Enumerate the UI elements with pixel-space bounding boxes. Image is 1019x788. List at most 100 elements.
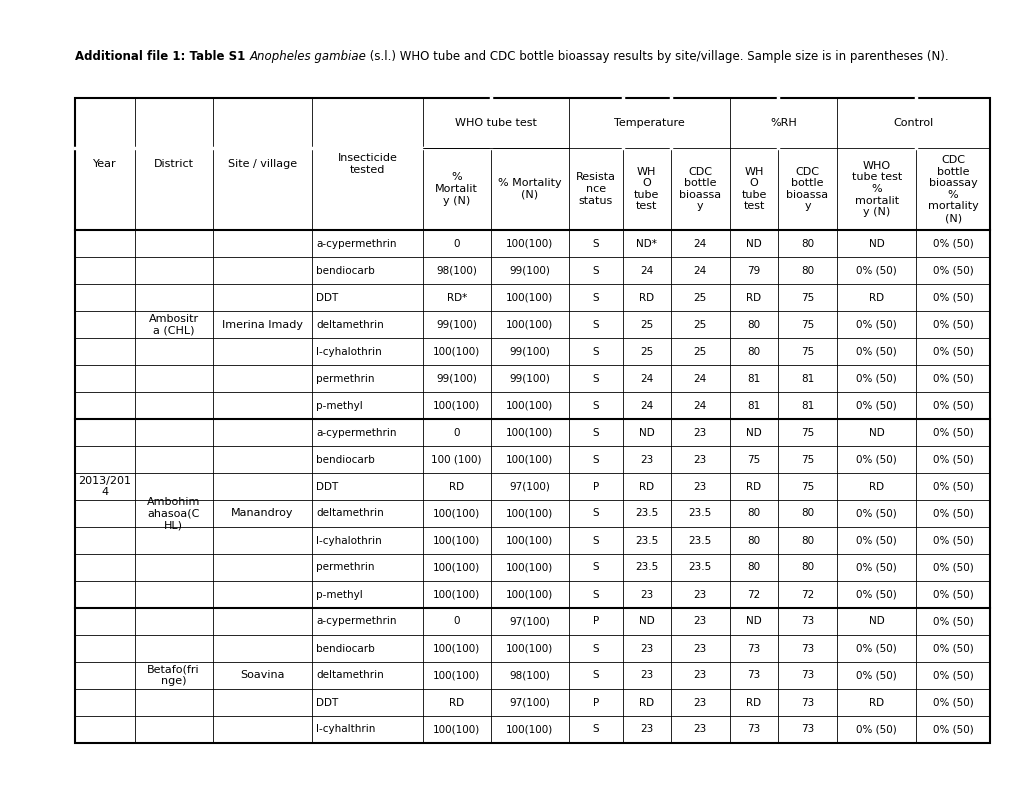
Text: 98(100): 98(100) — [508, 671, 549, 681]
Text: 0% (50): 0% (50) — [932, 724, 972, 734]
Text: 0% (50): 0% (50) — [932, 508, 972, 519]
Text: 100(100): 100(100) — [433, 671, 480, 681]
Text: 0% (50): 0% (50) — [932, 400, 972, 411]
Text: Year: Year — [93, 159, 116, 169]
Text: 24: 24 — [640, 400, 653, 411]
Text: a-cypermethrin: a-cypermethrin — [316, 239, 396, 248]
Text: S: S — [592, 508, 598, 519]
Text: 100(100): 100(100) — [505, 428, 553, 437]
Text: l-cyhalthrin: l-cyhalthrin — [316, 724, 375, 734]
Text: 100(100): 100(100) — [433, 536, 480, 545]
Text: 23.5: 23.5 — [635, 536, 657, 545]
Text: 100(100): 100(100) — [505, 319, 553, 329]
Text: 73: 73 — [747, 671, 760, 681]
Text: 100(100): 100(100) — [433, 724, 480, 734]
Text: 0% (50): 0% (50) — [932, 266, 972, 276]
Text: 24: 24 — [640, 266, 653, 276]
Text: 0% (50): 0% (50) — [856, 508, 897, 519]
Text: P: P — [592, 481, 598, 492]
Text: Resista
nce
status: Resista nce status — [576, 173, 615, 206]
Text: 100(100): 100(100) — [505, 589, 553, 600]
Text: S: S — [592, 374, 598, 384]
Text: Temperature: Temperature — [613, 118, 684, 128]
Text: S: S — [592, 724, 598, 734]
Text: RD: RD — [448, 697, 464, 708]
Text: 75: 75 — [800, 481, 813, 492]
Text: deltamethrin: deltamethrin — [316, 508, 383, 519]
Text: ND: ND — [745, 428, 761, 437]
Text: WH
O
tube
test: WH O tube test — [741, 166, 766, 211]
Text: S: S — [592, 319, 598, 329]
Text: RD: RD — [746, 481, 761, 492]
Text: CDC
bottle
bioassa
y: CDC bottle bioassa y — [786, 166, 827, 211]
Text: 25: 25 — [640, 319, 653, 329]
Text: 73: 73 — [800, 644, 813, 653]
Text: 24: 24 — [693, 239, 706, 248]
Text: 100(100): 100(100) — [433, 347, 480, 356]
Text: 24: 24 — [693, 400, 706, 411]
Text: 23: 23 — [693, 616, 706, 626]
Text: Imerina Imady: Imerina Imady — [221, 319, 303, 329]
Text: Betafo(fri
nge): Betafo(fri nge) — [147, 665, 200, 686]
Text: %RH: %RH — [769, 118, 796, 128]
Text: 23: 23 — [693, 644, 706, 653]
Text: %
Mortalit
y (N): % Mortalit y (N) — [435, 173, 478, 206]
Text: ND: ND — [638, 616, 654, 626]
Text: WHO tube test: WHO tube test — [454, 118, 536, 128]
Text: 0: 0 — [453, 428, 460, 437]
Text: (s.l.) WHO tube and CDC bottle bioassay results by site/village. Sample size is : (s.l.) WHO tube and CDC bottle bioassay … — [366, 50, 948, 63]
Text: 100(100): 100(100) — [505, 508, 553, 519]
Text: 0% (50): 0% (50) — [932, 697, 972, 708]
Text: 99(100): 99(100) — [436, 374, 477, 384]
Text: 23.5: 23.5 — [688, 563, 711, 573]
Text: 100(100): 100(100) — [505, 724, 553, 734]
Text: 25: 25 — [693, 347, 706, 356]
Text: 81: 81 — [747, 400, 760, 411]
Text: p-methyl: p-methyl — [316, 400, 363, 411]
Text: 0% (50): 0% (50) — [856, 455, 897, 464]
Text: 99(100): 99(100) — [436, 319, 477, 329]
Text: 0% (50): 0% (50) — [856, 319, 897, 329]
Text: 72: 72 — [747, 589, 760, 600]
Text: 75: 75 — [747, 455, 760, 464]
Text: 24: 24 — [693, 266, 706, 276]
Text: RD: RD — [746, 697, 761, 708]
Text: S: S — [592, 455, 598, 464]
Text: 99(100): 99(100) — [508, 374, 549, 384]
Text: 0% (50): 0% (50) — [856, 563, 897, 573]
Text: bendiocarb: bendiocarb — [316, 644, 375, 653]
Text: 81: 81 — [800, 374, 813, 384]
Text: S: S — [592, 347, 598, 356]
Text: CDC
bottle
bioassay
%
mortality
(N): CDC bottle bioassay % mortality (N) — [927, 155, 977, 223]
Text: p-methyl: p-methyl — [316, 589, 363, 600]
Text: RD: RD — [639, 697, 653, 708]
Text: 100(100): 100(100) — [505, 400, 553, 411]
Text: 25: 25 — [693, 292, 706, 303]
Text: 0% (50): 0% (50) — [932, 481, 972, 492]
Text: Ambositr
a (CHL): Ambositr a (CHL) — [149, 314, 199, 336]
Text: 23.5: 23.5 — [635, 508, 657, 519]
Text: 0% (50): 0% (50) — [856, 536, 897, 545]
Text: 100(100): 100(100) — [505, 644, 553, 653]
Text: 23: 23 — [693, 724, 706, 734]
Text: 80: 80 — [747, 563, 760, 573]
Text: 0% (50): 0% (50) — [856, 374, 897, 384]
Text: ND*: ND* — [636, 239, 656, 248]
Text: 2013/201
4: 2013/201 4 — [78, 476, 131, 497]
Text: 23: 23 — [640, 724, 653, 734]
Text: 23: 23 — [640, 455, 653, 464]
Text: 100(100): 100(100) — [433, 400, 480, 411]
Text: 72: 72 — [800, 589, 813, 600]
Text: S: S — [592, 428, 598, 437]
Text: 80: 80 — [800, 536, 813, 545]
Text: 23: 23 — [693, 428, 706, 437]
Text: 23: 23 — [693, 671, 706, 681]
Text: Anopheles gambiae: Anopheles gambiae — [249, 50, 366, 63]
Text: 0% (50): 0% (50) — [856, 724, 897, 734]
Text: 23: 23 — [640, 671, 653, 681]
Text: 98(100): 98(100) — [436, 266, 477, 276]
Text: 0% (50): 0% (50) — [932, 319, 972, 329]
Text: 73: 73 — [747, 724, 760, 734]
Text: 81: 81 — [800, 400, 813, 411]
Text: S: S — [592, 563, 598, 573]
